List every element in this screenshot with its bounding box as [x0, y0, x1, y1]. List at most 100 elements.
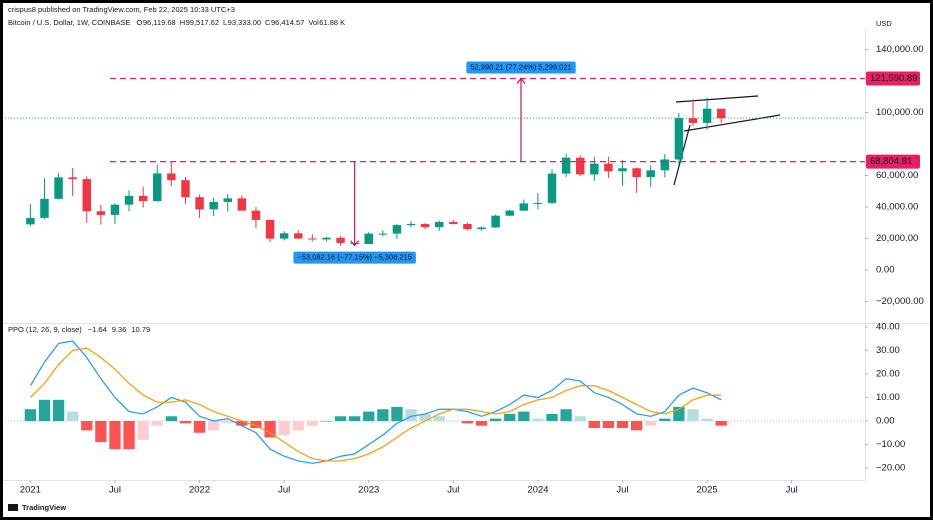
candle-body: [449, 221, 458, 225]
trendline: [675, 95, 759, 103]
y-tick-label: 40,000.00: [876, 202, 918, 213]
candle-body: [308, 238, 317, 240]
candle-body: [392, 225, 402, 234]
histogram-bar: [67, 411, 79, 421]
indicator-title: PPO (12, 26, 9, close): [8, 325, 82, 334]
y-tick-label: −20.00: [876, 463, 905, 474]
y-tick-label: 140,000.00: [876, 44, 924, 55]
histogram-bar: [109, 420, 121, 450]
x-tick-label: Jul: [447, 485, 459, 496]
level-label-box: [866, 154, 920, 169]
candle-body: [646, 170, 655, 178]
candle-body: [82, 179, 91, 212]
candle-body: [26, 217, 35, 225]
histogram-bar: [24, 409, 37, 421]
candle-body: [364, 233, 373, 245]
histogram-bar: [518, 411, 530, 421]
candle-body: [138, 195, 148, 202]
candle-body: [237, 198, 247, 211]
ohlc-value: 99,517.62: [186, 18, 219, 27]
candle-body: [68, 177, 77, 180]
candle-body: [632, 168, 641, 178]
candle-body: [181, 180, 190, 198]
publisher: crispus8 published on TradingView.com, F…: [8, 5, 235, 14]
candle-body: [322, 237, 331, 240]
symbol: Bitcoin / U.S. Dollar, 1W, COINBASE: [8, 18, 131, 27]
candle-body: [195, 197, 204, 210]
histogram-bar: [588, 420, 600, 429]
candle-body: [40, 198, 49, 218]
level-label-box: [866, 71, 920, 86]
histogram-bar: [546, 413, 558, 421]
ohlc-value: 96,119.68: [143, 18, 176, 27]
histogram-bar: [391, 406, 403, 421]
ohlc-value: 96,414.57: [271, 18, 304, 27]
histogram-bar: [602, 420, 615, 429]
candle-body: [153, 173, 162, 202]
histogram-bar: [405, 409, 417, 421]
candle-body: [420, 224, 430, 228]
histogram-bar: [645, 420, 657, 426]
histogram-bar: [475, 420, 488, 426]
ohlc-key: Vol: [308, 18, 319, 27]
ohlc-key: H: [180, 18, 185, 27]
histogram-bar: [38, 399, 51, 421]
y-tick-label: 60,000.00: [876, 170, 918, 181]
measure-label-box: [466, 61, 576, 74]
x-tick-label: Jul: [109, 485, 121, 496]
histogram-bar: [151, 420, 163, 426]
measure-label: −53,082.16 (−77.15%) −5,308,215: [297, 253, 411, 262]
histogram-bar: [701, 418, 713, 421]
histogram-bar: [616, 420, 629, 429]
candle-body: [223, 198, 232, 202]
candle-body: [716, 108, 726, 119]
histogram-bar: [222, 420, 234, 424]
candle-body: [575, 157, 585, 175]
histogram-bar: [95, 420, 107, 443]
x-tick-label: Jul: [786, 485, 798, 496]
x-tick-label: 2023: [358, 485, 379, 496]
candle-body: [54, 177, 63, 199]
histogram-bar: [574, 416, 586, 421]
x-tick-label: 2021: [20, 485, 41, 496]
measure-label: 52,990.21 (77.24%) 5,299,021: [470, 62, 571, 71]
logo-icon: [8, 504, 18, 511]
arrow-head: [516, 77, 526, 84]
histogram-bar: [264, 420, 276, 438]
candle-body: [110, 204, 120, 215]
candle-body: [618, 168, 627, 172]
candle-body: [294, 233, 303, 239]
y-tick-label: 0.00: [876, 415, 895, 426]
y-tick-label: −10.00: [876, 439, 905, 450]
candle-body: [674, 118, 684, 160]
histogram-bar: [447, 420, 459, 422]
ohlc-key: C: [265, 18, 271, 27]
candle-body: [688, 118, 698, 123]
histogram-bar: [461, 420, 474, 424]
x-tick-label: Jul: [278, 485, 290, 496]
candle-body: [519, 203, 529, 211]
histogram-bar: [236, 420, 248, 426]
y-tick-label: 100,000.00: [876, 107, 924, 118]
y-tick-label: 10.00: [876, 392, 900, 403]
histogram-bar: [179, 420, 192, 424]
background: [3, 3, 930, 517]
candle-body: [533, 202, 543, 204]
histogram-bar: [278, 420, 290, 436]
candle-body: [477, 227, 486, 230]
candle-body: [561, 157, 571, 174]
histogram-bar: [630, 420, 643, 431]
histogram-bar: [193, 420, 206, 433]
histogram-bar: [419, 413, 431, 421]
y-tick-label: 20,000.00: [876, 233, 918, 244]
histogram-bar: [334, 416, 347, 421]
ppo-line: [29, 340, 722, 464]
x-tick-label: 2024: [527, 485, 548, 496]
candle-body: [702, 108, 712, 123]
footer-logo: TradingView: [8, 503, 66, 512]
histogram-bar: [363, 411, 375, 421]
histogram-bar: [659, 418, 671, 421]
ppo-line: [29, 347, 722, 462]
y-tick-label: 40.00: [876, 321, 900, 332]
